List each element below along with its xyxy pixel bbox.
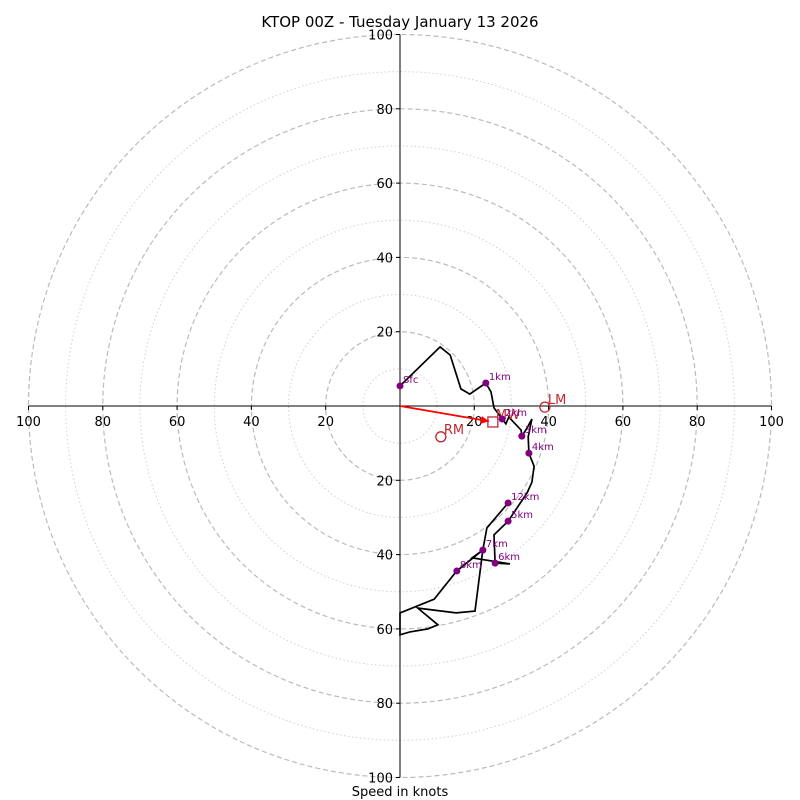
storm-motion-marker-rm bbox=[435, 431, 447, 443]
height-points: Sfc 1km 2km 3km 4km 5km 6km 7km 8km 12km bbox=[396, 372, 554, 575]
x-tick-label: 80 bbox=[95, 415, 112, 430]
y-tick-label: 80 bbox=[376, 697, 393, 712]
x-tick-label: 20 bbox=[317, 415, 334, 430]
storm-motion-label-rm: RM bbox=[444, 423, 464, 438]
height-point-4km bbox=[525, 449, 533, 457]
height-point-8km bbox=[453, 567, 461, 575]
height-point-3km bbox=[518, 432, 526, 440]
x-tick-label: 60 bbox=[615, 415, 632, 430]
x-tick-label: 80 bbox=[689, 415, 706, 430]
height-label-6km: 6km bbox=[498, 552, 520, 563]
storm-motion-marker-mw bbox=[487, 416, 499, 428]
x-tick-label: 100 bbox=[759, 415, 784, 430]
chart-title: KTOP 00Z - Tuesday January 13 2026 bbox=[261, 13, 538, 31]
height-label-7km: 7km bbox=[486, 539, 508, 550]
y-tick-label: 80 bbox=[376, 103, 393, 118]
storm-motion-label-lm: LM bbox=[548, 393, 566, 408]
y-tick-label: 40 bbox=[376, 549, 393, 564]
y-tick-label: 100 bbox=[368, 29, 393, 44]
tick-labels: 100 80 60 40 20 20 40 60 80 100100806040202040608… bbox=[16, 29, 784, 787]
x-tick-label: 60 bbox=[169, 415, 186, 430]
y-tick-label: 20 bbox=[376, 474, 393, 489]
height-label-3km: 3km bbox=[525, 425, 547, 436]
height-point-5km bbox=[504, 517, 512, 525]
hodograph-trace bbox=[399, 345, 535, 636]
y-tick-label: 60 bbox=[376, 623, 393, 638]
height-point-7km bbox=[479, 546, 487, 554]
storm-motion-marker-lm bbox=[539, 401, 551, 413]
height-label-2km: 2km bbox=[505, 408, 527, 419]
height-label-12km: 12km bbox=[511, 492, 539, 503]
height-label-4km: 4km bbox=[532, 442, 554, 453]
height-label-1km: 1km bbox=[489, 372, 511, 383]
mean-wind-arrow-head bbox=[480, 415, 489, 424]
height-label-5km: 5km bbox=[511, 510, 533, 521]
height-point-2km bbox=[498, 415, 506, 423]
x-tick-label: 100 bbox=[16, 415, 41, 430]
hodograph-line bbox=[399, 345, 535, 636]
height-point-1km bbox=[482, 379, 490, 387]
mean-wind-vector bbox=[399, 405, 490, 424]
x-tick-label: 40 bbox=[243, 415, 260, 430]
height-point-sfc bbox=[396, 382, 404, 390]
height-point-6km bbox=[491, 559, 499, 567]
height-point-12km bbox=[504, 499, 512, 507]
y-tick-label: 100 bbox=[368, 772, 393, 787]
x-tick-label: 40 bbox=[540, 415, 557, 430]
y-tick-label: 40 bbox=[376, 251, 393, 266]
height-label-8km: 8km bbox=[460, 560, 482, 571]
height-label-sfc: Sfc bbox=[403, 375, 418, 386]
y-tick-label: 60 bbox=[376, 177, 393, 192]
mean-wind-arrow-shaft bbox=[399, 405, 490, 423]
x-axis-label: Speed in knots bbox=[352, 785, 449, 800]
y-tick-label: 20 bbox=[376, 326, 393, 341]
